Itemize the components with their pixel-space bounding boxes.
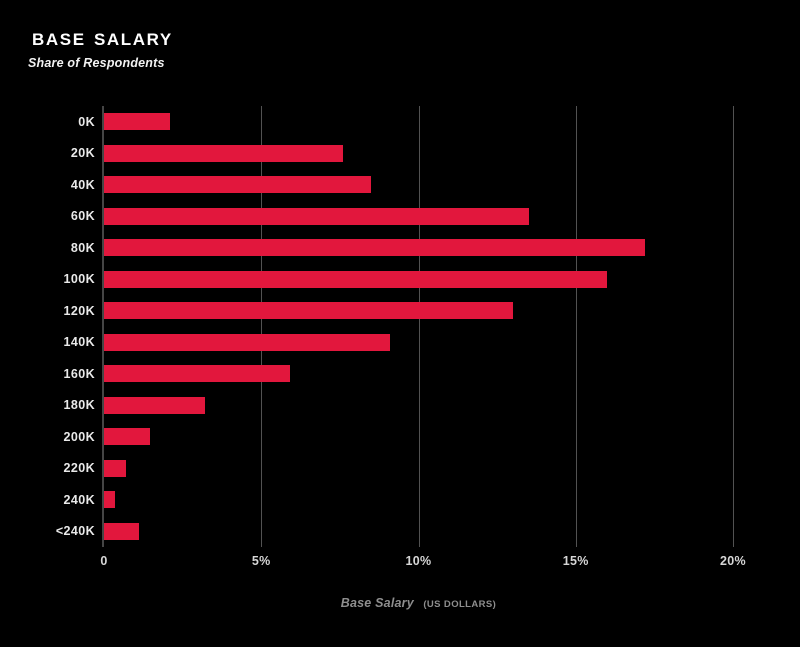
x-axis-tick-label-10%: 10% [405,554,432,568]
bar-200K [104,428,150,446]
bar-row-60K [104,201,733,233]
y-axis-label-<240K: <240K [55,524,95,539]
bar-row-<240K [104,516,733,548]
bar-40K [104,176,372,194]
bar-80K [104,239,645,257]
bar-row-140K [104,327,733,359]
bar-220K [104,459,126,477]
bar-row-40K [104,169,733,201]
y-axis-line [102,106,104,547]
bar-row-20K [104,138,733,170]
y-axis-label-140K: 140K [63,335,95,350]
bar-row-220K [104,453,733,485]
y-axis-label-0K: 0K [78,114,95,129]
x-axis-tick-labels: 0 5% 10% 15% 20% [100,554,745,572]
x-axis-tick-label-20%: 20% [720,554,746,568]
y-axis-label-160K: 160K [63,366,95,381]
bar-240K [104,491,115,509]
x-axis-title-unit: (US DOLLARS) [423,599,497,610]
y-axis-label-240K: 240K [63,492,95,507]
gridline-5 [261,106,263,547]
plot-area [102,106,734,547]
y-axis-label-200K: 200K [63,429,95,444]
chart-title: BASE SALARY [32,30,173,49]
gridline-15 [575,106,577,547]
bar-120K [104,302,513,320]
chart-subtitle: Share of Respondents [28,56,165,70]
y-axis-label-60K: 60K [70,209,95,224]
bar-100K [104,270,608,288]
x-axis-tick-label-15%: 15% [562,554,589,568]
y-axis-labels: 0K 20K 40K 60K 80K 100K 120K 140K 160K 180K 200K 22… [0,106,95,547]
bar-0K [104,113,171,131]
y-axis-label-80K: 80K [70,240,95,255]
x-axis-tick-label-5%: 5% [251,554,271,568]
gridline-20 [733,106,734,547]
x-axis-tick-label-0: 0 [100,554,108,568]
bar-row-120K [104,295,733,327]
bar-140K [104,333,391,351]
bar-60K [104,207,529,225]
y-axis-label-180K: 180K [63,398,95,413]
bar-20K [104,144,344,162]
y-axis-label-40K: 40K [70,177,95,192]
x-axis-title-text: Base Salary [340,596,414,610]
bar-160K [104,365,290,383]
x-axis-title: Base Salary (US DOLLARS) [104,594,733,612]
bar-row-100K [104,264,733,296]
bar-row-240K [104,484,733,516]
bar-row-80K [104,232,733,264]
chart-header: BASE SALARY Share of Respondents [28,30,173,70]
y-axis-label-120K: 120K [63,303,95,318]
bars-layer [104,106,733,547]
bar-row-0K [104,106,733,138]
bar-row-180K [104,390,733,422]
gridline-10 [418,106,420,547]
y-axis-label-100K: 100K [63,272,95,287]
bar-row-160K [104,358,733,390]
y-axis-label-220K: 220K [63,461,95,476]
bar-<240K [104,522,139,540]
bar-180K [104,396,205,414]
y-axis-label-20K: 20K [70,146,95,161]
bar-row-200K [104,421,733,453]
